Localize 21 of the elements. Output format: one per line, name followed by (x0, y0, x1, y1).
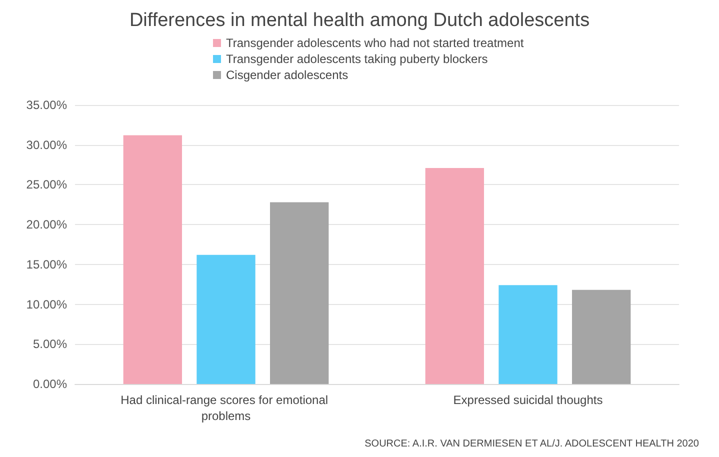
bar (498, 285, 558, 384)
bar (196, 254, 256, 384)
y-tick-label: 10.00% (26, 297, 68, 312)
legend-label: Transgender adolescents who had not started treatment (226, 36, 524, 50)
source-note: SOURCE: A.I.R. VAN DERMIESEN ET AL/J. ADOLESCENT HEALTH 2020 (364, 438, 700, 450)
y-tick-label: 30.00% (26, 138, 68, 152)
bar (270, 202, 329, 384)
x-tick-label: Expressed suicidal thoughts (453, 393, 603, 407)
bar (572, 290, 631, 384)
y-tick-label: 5.00% (32, 337, 68, 352)
y-tick-label: 25.00% (26, 178, 68, 192)
bar (425, 168, 484, 384)
chart-title: Differences in mental health among Dutch adolescents (129, 10, 590, 31)
y-tick-label: 15.00% (26, 257, 68, 272)
y-tick-label: 35.00% (26, 98, 68, 112)
bar (123, 135, 182, 384)
y-tick-label: 20.00% (26, 218, 68, 232)
y-tick-label: 0.00% (32, 377, 68, 391)
legend-label: Cisgender adolescents (226, 68, 348, 82)
legend-label: Transgender adolescents taking puberty blockers (226, 52, 488, 66)
x-tick-label: Had clinical-range scores for emotional problems (120, 393, 332, 423)
